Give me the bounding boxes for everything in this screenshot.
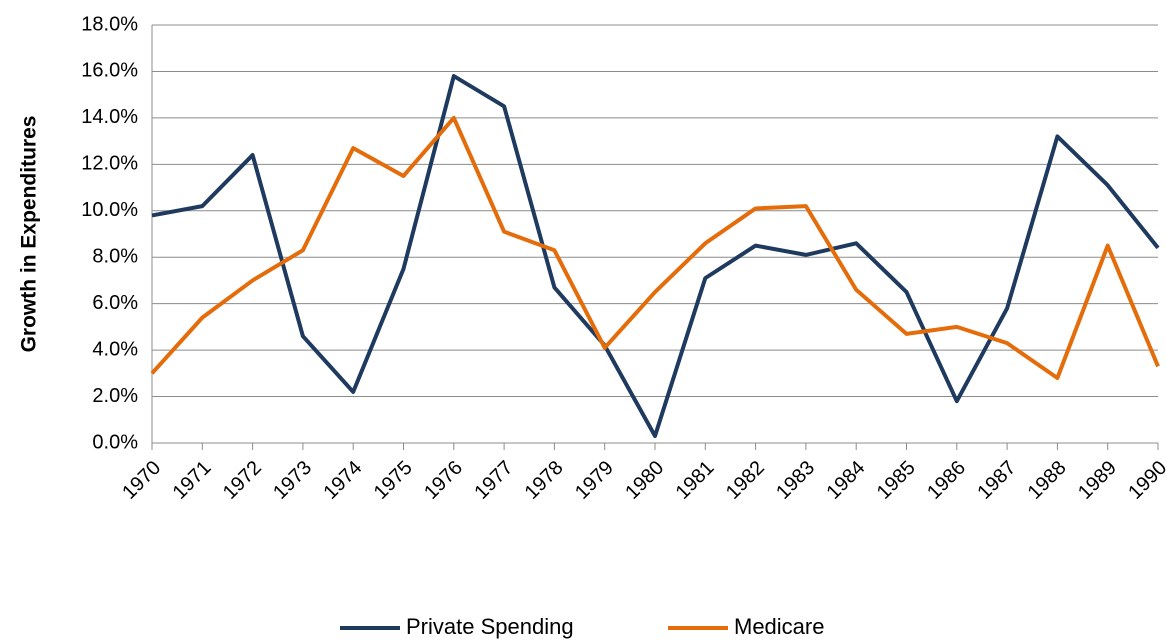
y-tick-label: 8.0% <box>92 246 138 268</box>
y-tick-label: 2.0% <box>92 385 138 407</box>
x-tick-label: 1976 <box>420 457 467 504</box>
x-tick-label: 1972 <box>219 457 266 504</box>
x-tick-label: 1975 <box>370 457 417 504</box>
y-tick-label: 0.0% <box>92 431 138 453</box>
x-tick-label: 1983 <box>772 457 819 504</box>
legend-label: Medicare <box>734 614 824 639</box>
y-tick-label: 14.0% <box>81 106 138 128</box>
y-tick-label: 18.0% <box>81 13 138 35</box>
x-tick-label: 1973 <box>269 457 316 504</box>
y-tick-label: 4.0% <box>92 338 138 360</box>
x-tick-label: 1977 <box>470 457 517 504</box>
x-tick-label: 1985 <box>873 457 920 504</box>
y-tick-label: 16.0% <box>81 60 138 82</box>
x-tick-label: 1978 <box>521 457 568 504</box>
series-line <box>150 115 1160 380</box>
y-tick-label: 12.0% <box>81 153 138 175</box>
series-line <box>151 74 1160 439</box>
x-tick-label: 1971 <box>169 457 216 504</box>
x-tick-label: 1981 <box>672 457 719 504</box>
y-axis-label: Growth in Expenditures <box>18 116 41 353</box>
x-tick-label: 1980 <box>621 457 668 504</box>
y-tick-label: 10.0% <box>81 199 138 221</box>
x-tick-label: 1970 <box>118 457 165 504</box>
legend-label: Private Spending <box>406 614 574 639</box>
x-tick-label: 1979 <box>571 457 618 504</box>
x-tick-label: 1988 <box>1024 457 1071 504</box>
x-tick-label: 1982 <box>722 457 769 504</box>
x-tick-label: 1990 <box>1124 457 1166 504</box>
x-tick-label: 1974 <box>319 457 366 504</box>
x-tick-label: 1987 <box>973 457 1020 504</box>
x-tick-label: 1989 <box>1074 457 1121 504</box>
x-tick-label: 1984 <box>822 457 869 504</box>
x-tick-label: 1986 <box>923 457 970 504</box>
y-tick-label: 6.0% <box>92 292 138 314</box>
